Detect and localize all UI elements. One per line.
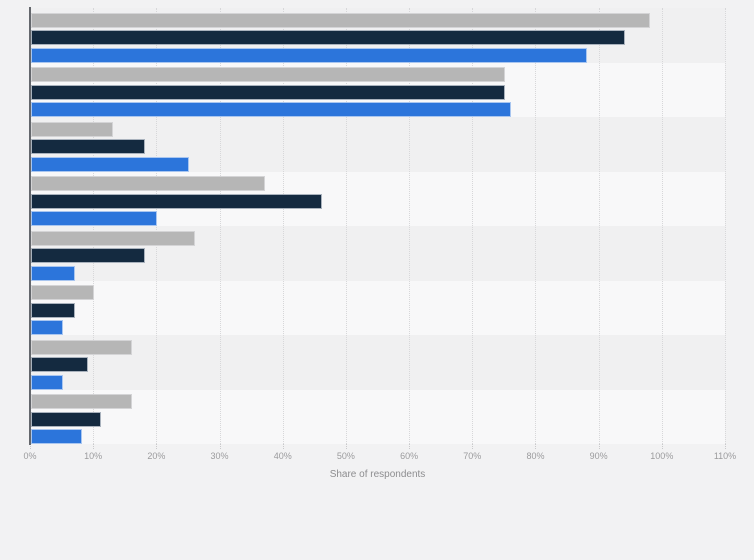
x-tick-mark [93,444,95,449]
bar-series-gray-group-6[interactable] [31,285,95,301]
x-tick-mark [219,444,221,449]
bar-series-gray-group-3[interactable] [31,121,114,137]
gridline [345,8,347,444]
category-band [30,389,725,444]
x-tick-label: 50% [336,451,355,461]
gridline [219,8,221,444]
bar-series-dark-navy-group-1[interactable] [31,30,625,46]
x-tick-mark [409,444,411,449]
gridline [598,8,600,444]
gridline [535,8,537,444]
bar-series-dark-navy-group-2[interactable] [31,84,505,100]
x-tick-label: 70% [463,451,482,461]
bar-series-gray-group-7[interactable] [31,339,133,355]
x-axis-title: Share of respondents [329,469,426,480]
category-band [30,335,725,390]
bar-series-blue-group-2[interactable] [31,102,512,118]
x-tick-mark [598,444,600,449]
bar-series-blue-group-7[interactable] [31,374,63,390]
x-tick-label: 20% [147,451,166,461]
x-tick-label: 110% [713,451,737,461]
bar-series-blue-group-8[interactable] [31,429,82,445]
gridline [661,8,663,444]
bar-series-gray-group-1[interactable] [31,12,651,28]
x-tick-label: 100% [650,451,674,461]
x-tick-label: 80% [526,451,545,461]
x-tick-label: 90% [589,451,608,461]
bar-series-blue-group-4[interactable] [31,211,158,227]
category-band [30,280,725,335]
y-axis-line [29,7,31,445]
plot-area [29,7,726,445]
bar-series-gray-group-5[interactable] [31,230,196,246]
bar-series-dark-navy-group-8[interactable] [31,411,101,427]
x-tick-mark [472,444,474,449]
bar-series-dark-navy-group-5[interactable] [31,248,145,264]
gridline [725,8,726,444]
x-tick-mark [282,444,284,449]
bar-series-blue-group-6[interactable] [31,320,63,336]
bar-series-gray-group-2[interactable] [31,67,505,83]
bar-series-dark-navy-group-7[interactable] [31,357,88,373]
x-tick-label: 60% [400,451,419,461]
x-tick-mark [345,444,347,449]
gridline [409,8,411,444]
bar-series-dark-navy-group-4[interactable] [31,193,322,209]
bar-series-gray-group-8[interactable] [31,394,133,410]
x-tick-mark [30,444,31,449]
x-tick-label: 30% [210,451,229,461]
bar-series-blue-group-1[interactable] [31,47,587,63]
bar-series-blue-group-5[interactable] [31,265,76,281]
x-axis: 0% 10% 20% 30% 40% 50% 60% 70% 80% 90% 100% 110% [23,451,736,463]
x-tick-label: 0% [23,451,37,461]
x-tick-mark [156,444,158,449]
bar-series-dark-navy-group-6[interactable] [31,302,76,318]
bar-series-gray-group-4[interactable] [31,176,265,192]
x-tick-mark [535,444,537,449]
gridline [282,8,284,444]
x-tick-label: 40% [273,451,292,461]
bar-series-blue-group-3[interactable] [31,156,189,172]
x-tick-mark [661,444,663,449]
bar-series-dark-navy-group-3[interactable] [31,139,145,155]
gridline [472,8,474,444]
x-tick-label: 10% [84,451,103,461]
x-tick-mark [725,444,726,449]
